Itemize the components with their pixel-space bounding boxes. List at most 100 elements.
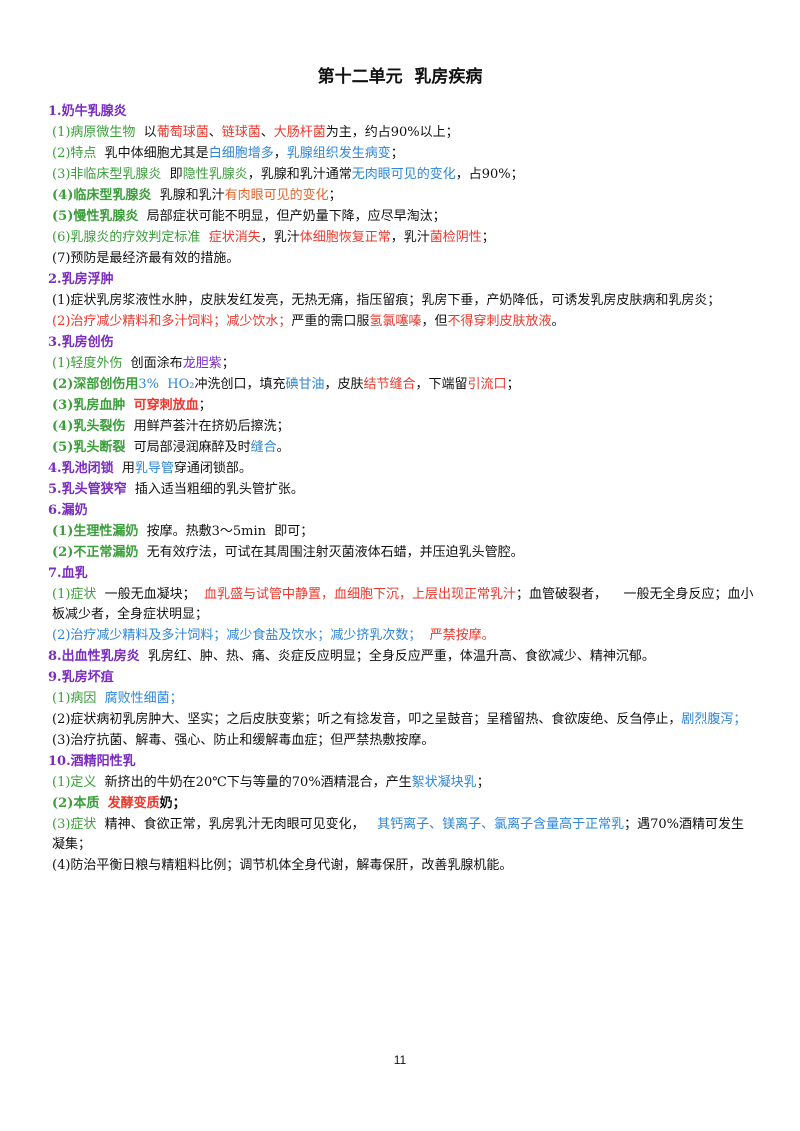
text-run: 氢氯噻嗪 bbox=[369, 314, 422, 329]
text-run: (5)乳头断裂 bbox=[52, 440, 126, 455]
text-run: ； bbox=[221, 356, 235, 371]
page-title: 第十二单元 乳房疾病 bbox=[317, 67, 483, 87]
text-run: ； bbox=[390, 146, 404, 161]
list-item: (4)临床型乳腺炎 乳腺和乳汁有肉眼可见的变化； bbox=[48, 186, 754, 206]
list-item: (7)预防是最经济最有效的措施。 bbox=[48, 249, 754, 269]
text-run: (1)症状 bbox=[52, 587, 97, 602]
text-run: 一般无血凝块； bbox=[96, 587, 204, 602]
list-item: (4)乳头裂伤 用鲜芦荟汁在挤奶后擦洗； bbox=[48, 417, 754, 437]
text-run: 乳腺和乳汁 bbox=[151, 188, 225, 203]
text-run: (2)深部创伤用 bbox=[52, 377, 139, 392]
text-run bbox=[200, 230, 208, 245]
text-run: ，乳汁 bbox=[390, 230, 430, 245]
list-item: (1)病因 腐败性细菌； bbox=[48, 689, 754, 709]
text-run: 无有效疗法，可试在其周围注射灭菌液体石蜡，并压迫乳头管腔。 bbox=[138, 545, 524, 560]
list-item: (3)治疗抗菌、解毒、强心、防止和缓解毒血症；但严禁热敷按摩。 bbox=[48, 731, 754, 751]
text-run: 症状消失 bbox=[208, 230, 261, 245]
text-run: (4)临床型乳腺炎 bbox=[52, 188, 152, 203]
section-heading: 6.漏奶 bbox=[48, 501, 754, 521]
text-run: 白细胞增多 bbox=[208, 146, 274, 161]
text-run: ，乳腺和乳汁通常 bbox=[247, 167, 352, 182]
list-item: (6)乳腺炎的疗效判定标准 症状消失，乳汁体细胞恢复正常，乳汁菌检阴性； bbox=[48, 228, 754, 248]
text-run: (3)治疗抗菌、解毒、强心、防止和缓解毒血症；但严禁热敷按摩。 bbox=[52, 733, 435, 748]
section-heading: 5.乳头管狭窄 插入适当粗细的乳头管扩张。 bbox=[48, 480, 754, 500]
text-run: 葡萄球菌 bbox=[156, 125, 209, 140]
list-item: (2)深部创伤用3% HO₂冲洗创口，填充碘甘油，皮肤结节缝合，下端留引流口； bbox=[48, 375, 754, 395]
text-run: 3% HO₂ bbox=[138, 377, 195, 392]
list-item: (1)生理性漏奶 按摩。热敷3～5min 即可； bbox=[48, 522, 754, 542]
text-run: 隐性乳腺炎 bbox=[182, 167, 248, 182]
text-run: (6)乳腺炎的疗效判定标准 bbox=[52, 230, 201, 245]
section-heading: 3.乳房创伤 bbox=[48, 333, 754, 353]
text-run: (1)症状乳房浆液性水肿，皮肤发红发亮，无热无痛，指压留痕；乳房下垂，产奶降低，… bbox=[52, 293, 721, 308]
list-item: (1)症状乳房浆液性水肿，皮肤发红发亮，无热无痛，指压留痕；乳房下垂，产奶降低，… bbox=[48, 291, 754, 311]
text-run bbox=[99, 796, 107, 811]
text-run: (4)乳头裂伤 bbox=[52, 419, 126, 434]
list-item: (5)慢性乳腺炎 局部症状可能不明显，但产奶量下降，应尽早淘汰； bbox=[48, 207, 754, 227]
list-item: (2)治疗减少精料及多汁饲料；减少食盐及饮水；减少挤乳次数； 严禁按摩。 bbox=[48, 626, 754, 646]
text-run: 为主，约占90%以上； bbox=[325, 125, 459, 140]
text-run: 其钙离子、镁离子、氯离子含量高于正常乳 bbox=[377, 817, 625, 832]
text-run: (2)本质 bbox=[52, 796, 100, 811]
text-run: (2)特点 bbox=[52, 146, 97, 161]
text-run: ，乳汁 bbox=[260, 230, 300, 245]
page-number: 11 bbox=[393, 1053, 407, 1067]
text-run: 创面涂布 bbox=[122, 356, 183, 371]
text-run: 5.乳头管狭窄 bbox=[48, 482, 127, 497]
section-heading: 9.乳房坏疽 bbox=[48, 668, 754, 688]
text-run: 严重的需口服 bbox=[291, 314, 370, 329]
text-run: 有肉眼可见的变化 bbox=[224, 188, 329, 203]
list-item: (2)不正常漏奶 无有效疗法，可试在其周围注射灭菌液体石蜡，并压迫乳头管腔。 bbox=[48, 543, 754, 563]
list-item: (5)乳头断裂 可局部浸润麻醉及时缝合。 bbox=[48, 438, 754, 458]
list-item: (2)治疗减少精料和多汁饲料；减少饮水；严重的需口服氢氯噻嗪，但不得穿刺皮肤放液… bbox=[48, 312, 754, 332]
text-run bbox=[125, 398, 133, 413]
text-run: 用鲜芦荟汁在挤奶后擦洗； bbox=[125, 419, 290, 434]
text-run: 结节缝合 bbox=[363, 377, 416, 392]
text-run: 可局部浸润麻醉及时 bbox=[125, 440, 251, 455]
text-run: (2)不正常漏奶 bbox=[52, 545, 139, 560]
text-run: 菌检阴性 bbox=[429, 230, 482, 245]
list-item: (1)定义 新挤出的牛奶在20℃下与等量的70%酒精混合，产生絮状凝块乳； bbox=[48, 773, 754, 793]
text-run: 按摩。热敷3～5min 即可； bbox=[138, 524, 314, 539]
text-run: 碘甘油 bbox=[285, 377, 325, 392]
text-run: (2)症状病初乳房肿大、坚实；之后皮肤变紫；听之有捻发音，叩之呈鼓音；呈稽留热、… bbox=[52, 712, 682, 727]
text-run: 血乳盛与试管中静置，血细胞下沉，上层出现正常乳汁 bbox=[203, 587, 516, 602]
text-run: (3)症状 bbox=[52, 817, 97, 832]
content: 1.奶牛乳腺炎 (1)病原微生物 以葡萄球菌、链球菌、大肠杆菌为主，约占90%以上… bbox=[48, 102, 754, 877]
text-run: 奶； bbox=[159, 796, 186, 811]
list-item: (2)特点 乳中体细胞尤其是白细胞增多，乳腺组织发生病变； bbox=[48, 144, 754, 164]
text-run: 严禁按摩。 bbox=[421, 628, 495, 643]
text-run: ，占90%； bbox=[455, 167, 524, 182]
text-run: ， bbox=[273, 146, 287, 161]
text-run: 7.血乳 bbox=[48, 566, 88, 581]
list-item: (2)本质 发酵变质奶； bbox=[48, 794, 754, 814]
text-run: 剧烈腹泻； bbox=[681, 712, 747, 727]
section-heading: 1.奶牛乳腺炎 bbox=[48, 102, 754, 122]
text-run: 1.奶牛乳腺炎 bbox=[48, 104, 127, 119]
text-run: 3.乳房创伤 bbox=[48, 335, 114, 350]
section-heading: 2.乳房浮肿 bbox=[48, 270, 754, 290]
text-run: (7)预防是最经济最有效的措施。 bbox=[52, 251, 240, 266]
text-run: 无肉眼可见的变化 bbox=[351, 167, 456, 182]
text-run: 乳腺组织发生病变 bbox=[286, 146, 391, 161]
list-item: (1)病原微生物 以葡萄球菌、链球菌、大肠杆菌为主，约占90%以上； bbox=[48, 123, 754, 143]
text-run: ，但 bbox=[421, 314, 448, 329]
text-run: 以 bbox=[135, 125, 157, 140]
list-item: (3)乳房血肿 可穿刺放血； bbox=[48, 396, 754, 416]
text-run: 絮状凝块乳 bbox=[411, 775, 477, 790]
text-run: 不得穿刺皮肤放液 bbox=[447, 314, 552, 329]
text-run: (2)治疗减少精料及多汁饲料；减少食盐及饮水；减少挤乳次数； bbox=[52, 628, 422, 643]
text-run: ； bbox=[328, 188, 342, 203]
text-run: (1)病因 bbox=[52, 691, 97, 706]
text-run: (1)病原微生物 bbox=[52, 125, 136, 140]
text-run: 穿通闭锁部。 bbox=[173, 461, 252, 476]
text-run: ； bbox=[476, 775, 490, 790]
section-heading: 7.血乳 bbox=[48, 564, 754, 584]
section-heading: 8.出血性乳房炎 乳房红、肿、热、痛、炎症反应明显；全身反应严重，体温升高、食欲… bbox=[48, 647, 754, 667]
list-item: (3)症状 精神、食欲正常，乳房乳汁无肉眼可见变化， 其钙离子、镁离子、氯离子含… bbox=[48, 815, 754, 855]
list-item: (3)非临床型乳腺炎 即隐性乳腺炎，乳腺和乳汁通常无肉眼可见的变化，占90%； bbox=[48, 165, 754, 185]
text-run: 局部症状可能不明显，但产奶量下降，应尽早淘汰； bbox=[138, 209, 446, 224]
text-run: (4)防治平衡日粮与精粗料比例；调节机体全身代谢，解毒保肝，改善乳腺机能。 bbox=[52, 858, 513, 873]
text-run: ； bbox=[481, 230, 495, 245]
